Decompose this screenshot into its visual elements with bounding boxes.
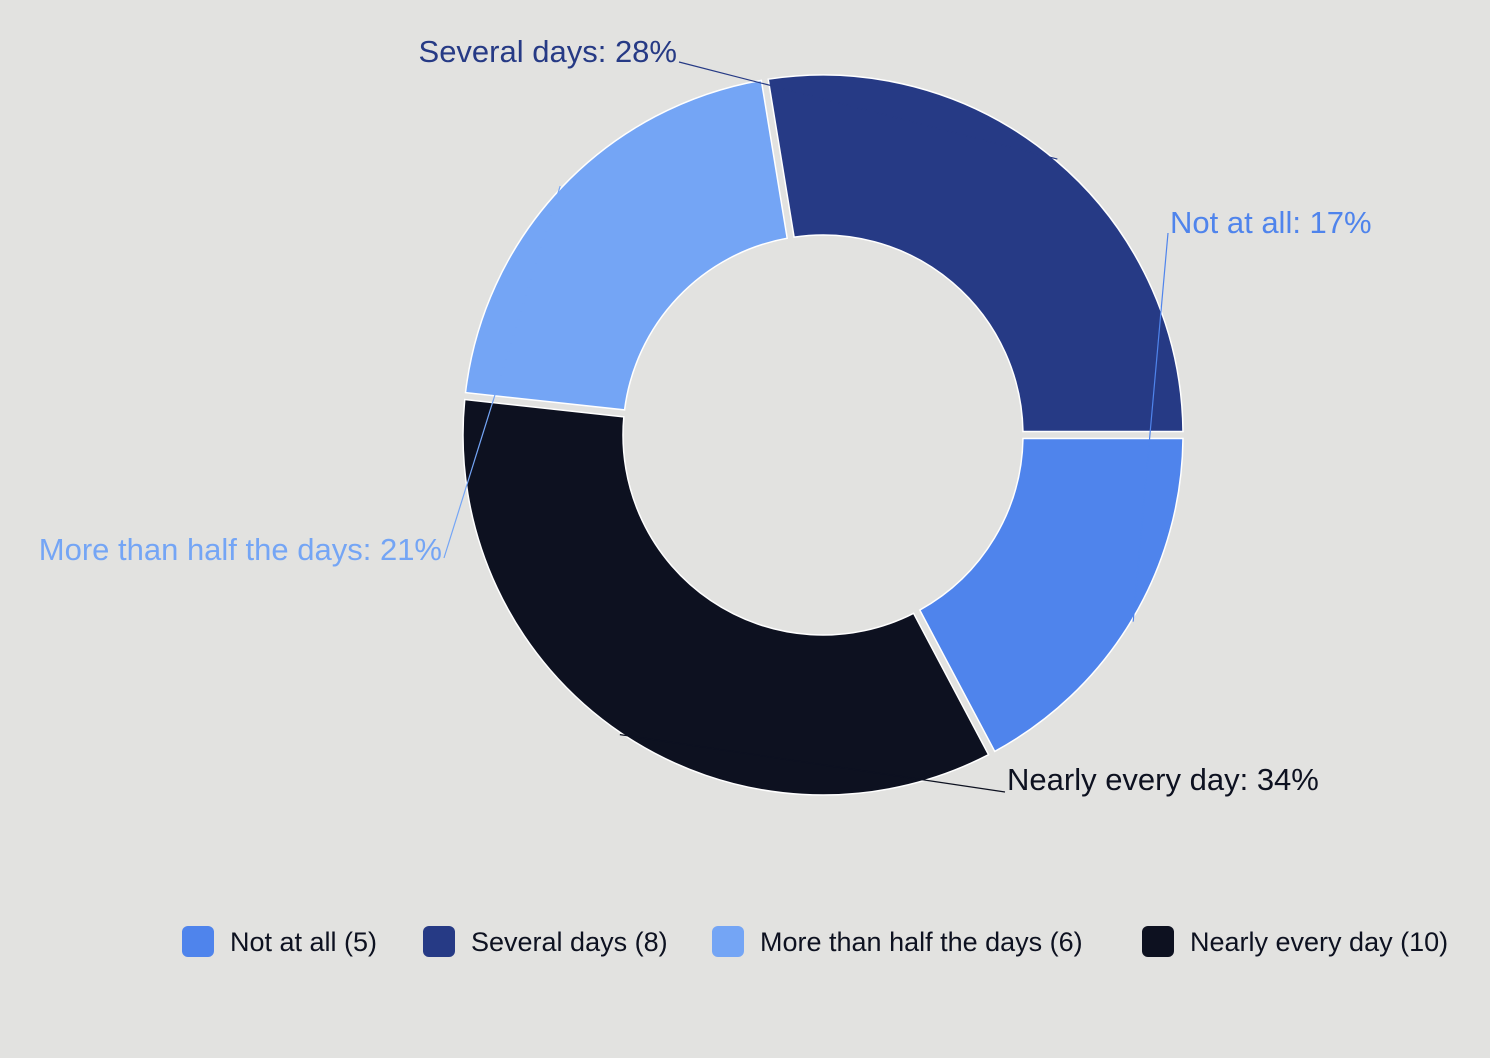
legend-swatch-several-days bbox=[423, 926, 455, 957]
leader-line-nearly-every-day bbox=[619, 734, 1006, 793]
leader-line-more-than-half-the-days bbox=[443, 185, 561, 559]
legend-label-not-at-all: Not at all (5) bbox=[230, 927, 377, 957]
chart-legend: Not at all (5) Several days (8) More than … bbox=[182, 926, 1448, 957]
legend-item-nearly-every-day[interactable]: Nearly every day (10) bbox=[1142, 926, 1448, 957]
slice-not-at-all[interactable] bbox=[918, 437, 1184, 753]
legend-swatch-more-than-half-the-days bbox=[712, 926, 744, 957]
slice-label-more-than-half-the-days: More than half the days: 21% bbox=[39, 532, 442, 567]
legend-swatch-nearly-every-day bbox=[1142, 926, 1174, 957]
legend-item-several-days[interactable]: Several days (8) bbox=[423, 926, 668, 957]
slice-label-nearly-every-day: Nearly every day: 34% bbox=[1007, 762, 1319, 797]
slice-nearly-every-day[interactable] bbox=[462, 398, 990, 796]
donut-slices bbox=[462, 74, 1184, 796]
legend-item-more-than-half-the-days[interactable]: More than half the days (6) bbox=[712, 926, 1083, 957]
legend-label-nearly-every-day: Nearly every day (10) bbox=[1190, 927, 1448, 957]
slice-label-not-at-all: Not at all: 17% bbox=[1170, 205, 1372, 240]
slice-several-days[interactable] bbox=[767, 74, 1184, 433]
legend-item-not-at-all[interactable]: Not at all (5) bbox=[182, 926, 377, 957]
legend-label-more-than-half-the-days: More than half the days (6) bbox=[760, 927, 1083, 957]
leader-line-several-days bbox=[678, 61, 1058, 160]
leader-line-not-at-all bbox=[1132, 232, 1169, 622]
legend-label-several-days: Several days (8) bbox=[471, 927, 668, 957]
legend-swatch-not-at-all bbox=[182, 926, 214, 957]
slice-labels: Not at all: 17% Nearly every day: 34% More… bbox=[39, 34, 1372, 797]
slice-more-than-half-the-days[interactable] bbox=[464, 79, 789, 411]
slice-label-several-days: Several days: 28% bbox=[419, 34, 677, 69]
